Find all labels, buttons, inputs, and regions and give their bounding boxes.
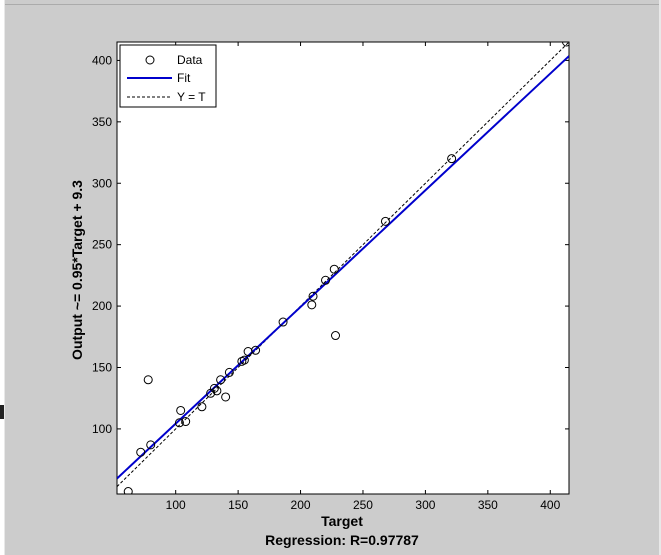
y-tick-label: 250: [92, 238, 112, 252]
data-point: [224, 367, 234, 377]
data-point: [176, 405, 186, 415]
data-point: [146, 440, 156, 450]
data-points: [123, 42, 569, 494]
x-tick-label: 200: [291, 498, 311, 512]
data-point: [174, 418, 184, 428]
x-tick-label: 350: [478, 498, 498, 512]
data-point: [331, 331, 341, 341]
data-point: [123, 487, 133, 494]
data-point: [239, 355, 249, 365]
window-edge-mark: [0, 405, 4, 419]
x-tick-label: 300: [415, 498, 435, 512]
window-edge-right: [659, 0, 661, 555]
data-point: [321, 275, 331, 285]
data-point: [221, 392, 231, 402]
data-point: [209, 383, 219, 393]
data-point: [447, 154, 457, 164]
data-point: [329, 264, 339, 274]
y-tick-label: 200: [92, 299, 112, 313]
window-edge-top: [0, 0, 661, 5]
window-edge-left: [0, 0, 5, 555]
data-point: [278, 317, 288, 327]
y-tick-label: 300: [92, 176, 112, 190]
data-point: [197, 402, 207, 412]
identity-line: [117, 42, 569, 487]
x-tick-label: 250: [353, 498, 373, 512]
y-tick-label: 150: [92, 360, 112, 374]
data-point: [251, 345, 261, 355]
data-point: [307, 300, 317, 310]
legend-data-label: Data: [177, 53, 203, 67]
fit-line: [117, 55, 569, 480]
chart-title: Regression: R=0.97787: [265, 532, 419, 548]
data-point: [216, 375, 226, 385]
data-point: [562, 42, 569, 47]
data-point: [380, 216, 390, 226]
y-tick-label: 350: [92, 115, 112, 129]
data-point: [136, 447, 146, 457]
data-point: [181, 417, 191, 427]
data-point: [143, 375, 153, 385]
x-axis-title: Target: [321, 513, 363, 529]
axis-tick-labels: 100 150 200 250 300 350 400 100 150 200 250 300 350 4…: [92, 53, 561, 512]
x-tick-label: 150: [228, 498, 248, 512]
legend-fit-label: Fit: [177, 71, 191, 85]
x-tick-label: 400: [540, 498, 560, 512]
legend-data-marker: [145, 55, 155, 65]
legend-identity-label: Y = T: [177, 90, 206, 104]
y-tick-label: 100: [92, 422, 112, 436]
legend: Data Fit Y = T: [119, 44, 217, 108]
y-tick-label: 400: [92, 53, 112, 67]
x-tick-label: 100: [166, 498, 186, 512]
data-point: [212, 386, 222, 396]
data-point: [308, 291, 318, 301]
y-axis-title: Output ~= 0.95*Target + 9.3: [69, 180, 85, 360]
axis-ticks: [117, 42, 569, 494]
